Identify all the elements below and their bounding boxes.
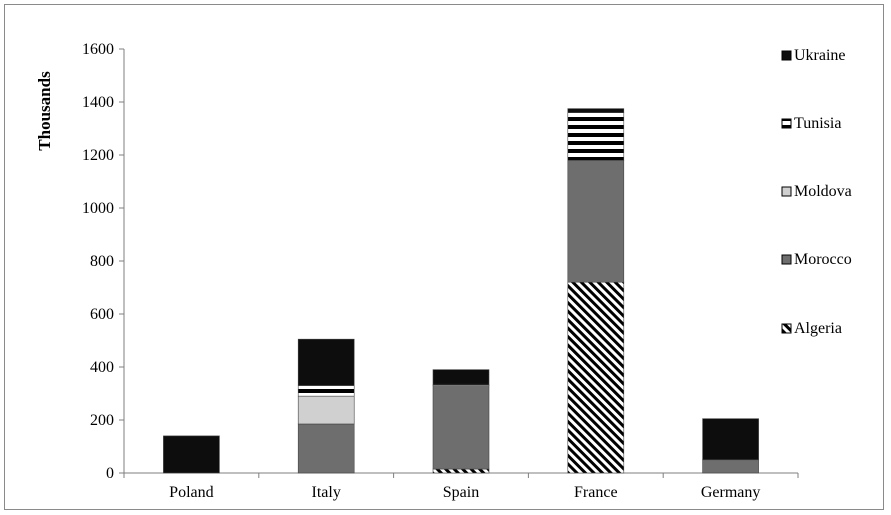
legend-swatch-morocco bbox=[781, 254, 792, 265]
bar-ukraine-germany bbox=[702, 418, 759, 461]
bar-morocco-germany bbox=[702, 459, 759, 474]
bar-algeria-spain bbox=[432, 468, 490, 474]
y-tick-label: 400 bbox=[90, 359, 114, 376]
x-tick-label: Germany bbox=[701, 484, 761, 501]
legend-label-morocco: Morocco bbox=[794, 251, 852, 268]
bar-ukraine-italy bbox=[297, 338, 355, 386]
y-tick-label: 1600 bbox=[82, 41, 114, 58]
x-tick-label: Spain bbox=[443, 484, 479, 501]
legend: Ukraine Tunisia Moldova Morocco Algeria bbox=[781, 47, 852, 337]
y-axis-title: Thousands bbox=[35, 71, 54, 151]
x-tick-label: Poland bbox=[169, 484, 213, 501]
y-tick-label: 200 bbox=[90, 412, 114, 429]
legend-swatch-tunisia bbox=[781, 118, 792, 129]
x-tick-label: Italy bbox=[312, 484, 341, 501]
bar-ukraine-poland bbox=[163, 435, 220, 474]
y-tick-label: 1200 bbox=[82, 147, 114, 164]
bar-moldova-italy bbox=[297, 395, 355, 425]
bars bbox=[163, 108, 759, 474]
chart-frame: Thousands 0 200 400 600 800 1000 1200 1400 1600 P… bbox=[4, 4, 884, 510]
bar-tunisia-france bbox=[567, 112, 625, 161]
bar-tunisia-italy bbox=[297, 385, 355, 397]
y-tick-label: 1400 bbox=[82, 94, 114, 111]
legend-label-ukraine: Ukraine bbox=[794, 47, 846, 64]
x-tick-label: France bbox=[574, 484, 618, 501]
legend-swatch-moldova bbox=[781, 186, 792, 197]
bar-ukraine-spain bbox=[432, 369, 490, 385]
bar-morocco-spain bbox=[432, 385, 490, 470]
bar-morocco-france bbox=[567, 160, 625, 283]
stacked-bar-chart: Thousands 0 200 400 600 800 1000 1200 1400 1600 P… bbox=[35, 41, 852, 501]
legend-swatch-ukraine bbox=[781, 50, 792, 61]
bar-algeria-france bbox=[567, 281, 625, 474]
bar-ukraine-france bbox=[567, 108, 625, 113]
axes: 0 200 400 600 800 1000 1200 1400 1600 Poland Italy… bbox=[82, 41, 799, 501]
y-tick-label: 1000 bbox=[82, 200, 114, 217]
y-tick-label: 0 bbox=[106, 465, 114, 482]
bar-morocco-italy bbox=[297, 423, 355, 474]
y-tick-label: 600 bbox=[90, 306, 114, 323]
y-tick-label: 800 bbox=[90, 253, 114, 270]
legend-swatch-algeria bbox=[781, 323, 792, 334]
legend-label-algeria: Algeria bbox=[794, 320, 842, 337]
legend-label-moldova: Moldova bbox=[794, 183, 852, 200]
legend-label-tunisia: Tunisia bbox=[794, 115, 841, 132]
